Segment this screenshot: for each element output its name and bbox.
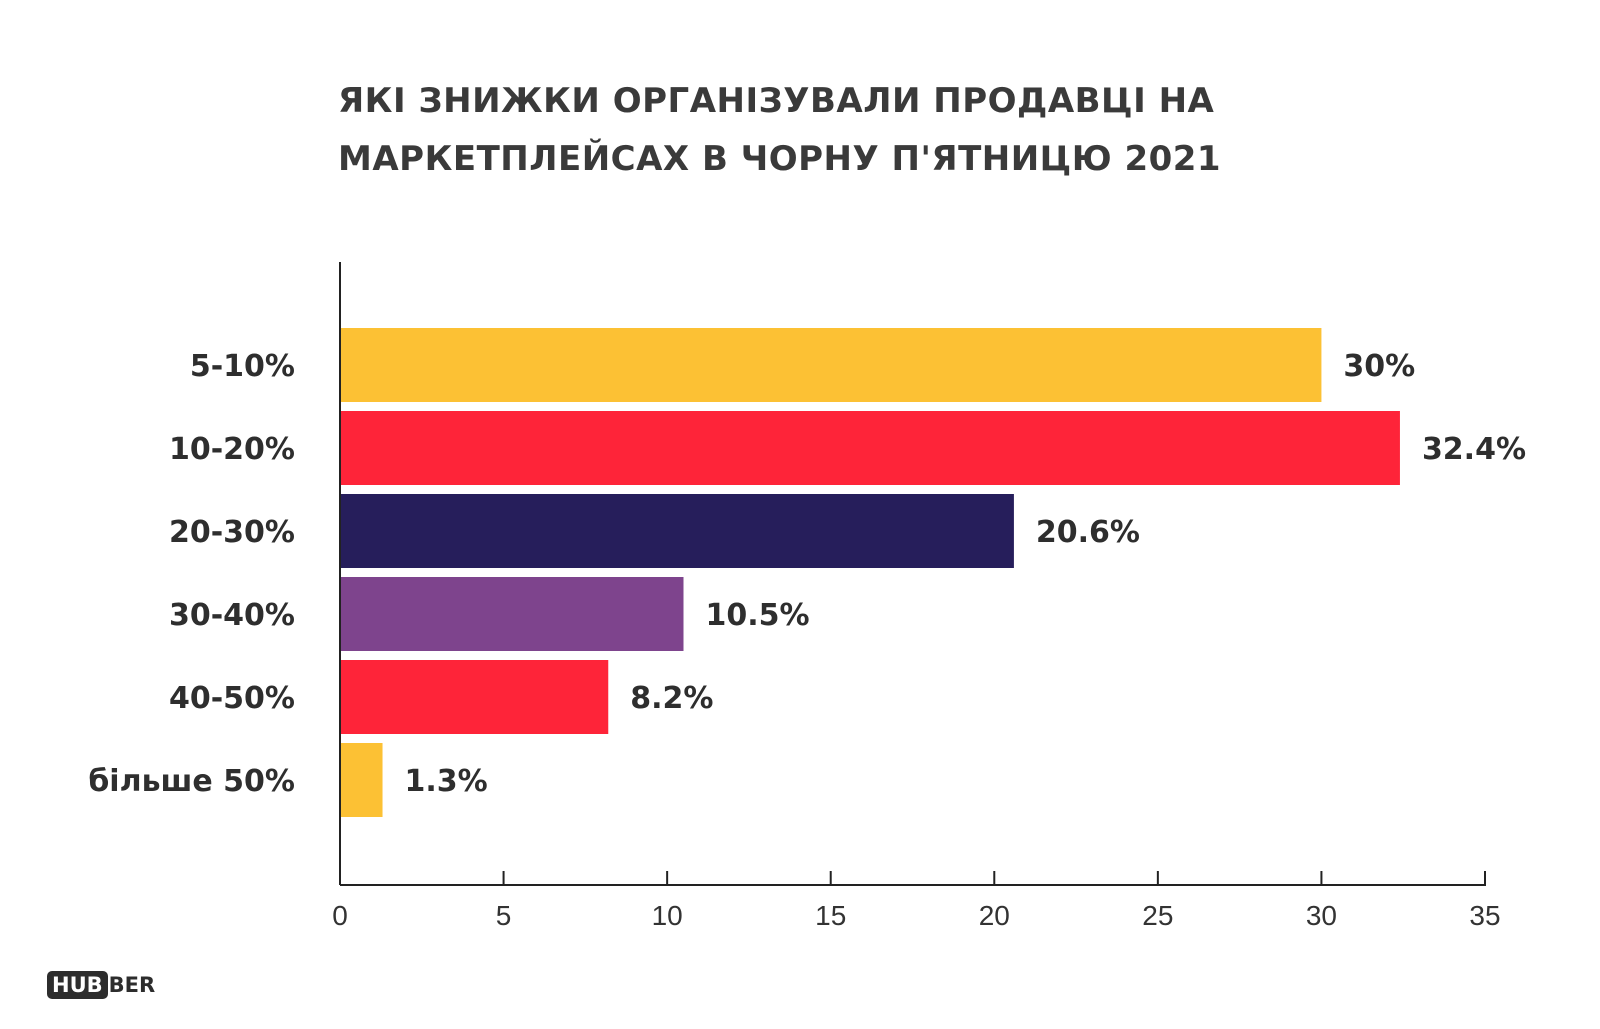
value-label: 8.2% [630,681,713,716]
chart-title: ЯКІ ЗНИЖКИ ОРГАНІЗУВАЛИ ПРОДАВЦІ НА МАРК… [338,72,1438,188]
x-tick-label: 15 [815,900,846,931]
logo-mark: HUB [47,971,108,999]
x-tick-label: 35 [1469,900,1500,931]
bar [340,660,609,734]
x-tick-label: 5 [496,900,512,931]
value-label: 32.4% [1422,432,1526,467]
category-label: 5-10% [190,349,295,384]
x-tick-label: 30 [1306,900,1337,931]
bar [340,577,684,651]
value-label: 10.5% [706,598,810,633]
bar [340,494,1014,568]
x-tick-label: 10 [652,900,683,931]
category-label: 10-20% [169,432,295,467]
logo-text: BER [108,973,156,997]
bar [340,328,1322,402]
value-label: 20.6% [1036,515,1140,550]
category-label: 30-40% [169,598,295,633]
category-label: 40-50% [169,681,295,716]
x-tick-label: 0 [332,900,348,931]
chart-title-line-2: МАРКЕТПЛЕЙСАХ В ЧОРНУ П'ЯТНИЦЮ 2021 [338,139,1222,179]
chart-title-line-1: ЯКІ ЗНИЖКИ ОРГАНІЗУВАЛИ ПРОДАВЦІ НА [338,81,1215,121]
value-label: 1.3% [405,764,488,799]
bar [340,743,383,817]
bar [340,411,1400,485]
x-tick-label: 25 [1142,900,1173,931]
category-label: 20-30% [169,515,295,550]
category-label: більше 50% [88,764,295,799]
hubber-logo: HUB BER [47,969,155,1001]
value-label: 30% [1343,349,1415,384]
x-tick-label: 20 [979,900,1010,931]
